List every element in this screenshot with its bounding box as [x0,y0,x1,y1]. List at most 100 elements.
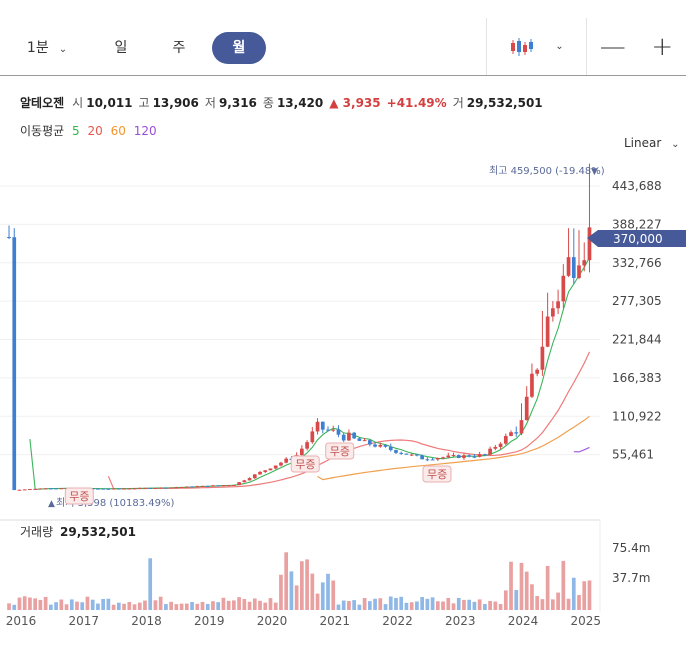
candle-body [420,455,424,460]
candle-body [232,485,236,487]
candle-body [258,471,262,475]
volume-bar [336,604,341,610]
candle-body [493,446,498,449]
time-tick-label: 2019 [194,614,225,628]
plus-icon[interactable]: + [651,31,674,62]
stock-name: 알테오젠 [20,96,65,110]
tab-month[interactable]: 월 [212,32,266,64]
ma-5-line [29,257,590,490]
volume-bar [357,604,362,610]
time-tick-label: 2024 [508,614,539,628]
volume-bar [519,562,524,610]
volume-bar [587,580,592,610]
candle-body [326,429,330,431]
change-percent: +41.49% [386,96,447,110]
chevron-down-icon: ⌄ [555,41,564,52]
candle-body [404,453,409,455]
candle-body [305,442,309,449]
chart-toolbar: 1분 ⌄ 일 주 월 ⌄ — + [0,18,686,76]
volume-bar [315,593,320,610]
candle-body [43,488,48,490]
candle-body [456,455,461,458]
event-label: 무증 [69,490,89,503]
candle-body [514,432,519,434]
volume-bar [85,596,90,610]
time-tick-label: 2023 [445,614,476,628]
volume-bar [320,582,325,610]
volume-bar [158,596,163,610]
volume-bar [571,577,576,610]
volume-bar [509,561,513,610]
candle-body [425,459,430,461]
candle-body [28,488,32,490]
candle-body [132,488,137,490]
candle-body [352,432,357,439]
close-value: 13,420 [276,96,324,110]
volume-bar [305,559,309,610]
volume-bar [54,602,58,610]
candle-body [268,468,273,471]
time-tick-label: 2022 [382,614,413,628]
volume-bar [341,600,346,610]
tab-day[interactable]: 일 [114,40,128,56]
ma-120-line [573,446,590,453]
candle-body [143,487,147,489]
candle-body [399,452,404,454]
volume-bar [164,604,168,610]
volume-bar [22,596,27,610]
volume-bar [111,604,116,610]
chart-type-select[interactable]: ⌄ [486,18,586,75]
candle-body [362,440,367,442]
candle-body [341,434,346,441]
candle-body [503,435,508,444]
candle-body [148,487,153,489]
ma-5[interactable]: 5 [72,124,80,138]
volume-bar [399,596,404,610]
volume-bar [545,565,550,610]
volume-bar [137,602,142,610]
ma-60[interactable]: 60 [110,124,126,138]
candle-body [17,489,22,491]
candle-body [378,444,383,447]
event-label: 무증 [295,458,315,471]
time-tick-label: 2016 [6,614,37,628]
candle-body [357,438,362,441]
candle-body [179,487,184,489]
candle-body [96,488,100,490]
volume-bar [284,552,289,610]
candle-body [467,455,472,457]
candle-body [242,480,247,483]
volume-bar [420,597,424,610]
volume-bar [367,601,372,610]
candle-body [54,488,58,490]
ma-120[interactable]: 120 [133,124,157,138]
candle-body [472,456,477,458]
high-marker-icon: ▼ [591,167,598,177]
tab-week[interactable]: 주 [172,40,186,56]
candle-body [205,485,210,487]
candle-body [582,260,587,266]
volume-bar [75,601,79,610]
candle-body [435,458,440,460]
ma-20[interactable]: 20 [87,124,103,138]
candle-body [153,487,158,489]
event-badge [422,465,452,483]
volume-bar [49,604,53,610]
candle-body [49,488,53,490]
volume-bar [132,604,137,610]
scale-select[interactable]: Linear ⌄ [624,136,680,150]
volume-bar [326,573,330,610]
volume-value: 29,532,501 [466,96,543,110]
candle-body [85,488,90,490]
volume-bar [556,592,560,610]
tab-minute[interactable]: 1분 ⌄ [14,32,80,64]
candle-body [127,488,132,490]
time-tick-label: 2018 [131,614,162,628]
minus-icon[interactable]: — [599,31,626,62]
candle-body [300,448,304,456]
volume-bar [64,604,69,610]
volume-bar [174,604,179,610]
change-value: ▲ 3,935 [329,96,381,110]
volume-bar [331,580,336,610]
volume-bar [242,599,247,610]
